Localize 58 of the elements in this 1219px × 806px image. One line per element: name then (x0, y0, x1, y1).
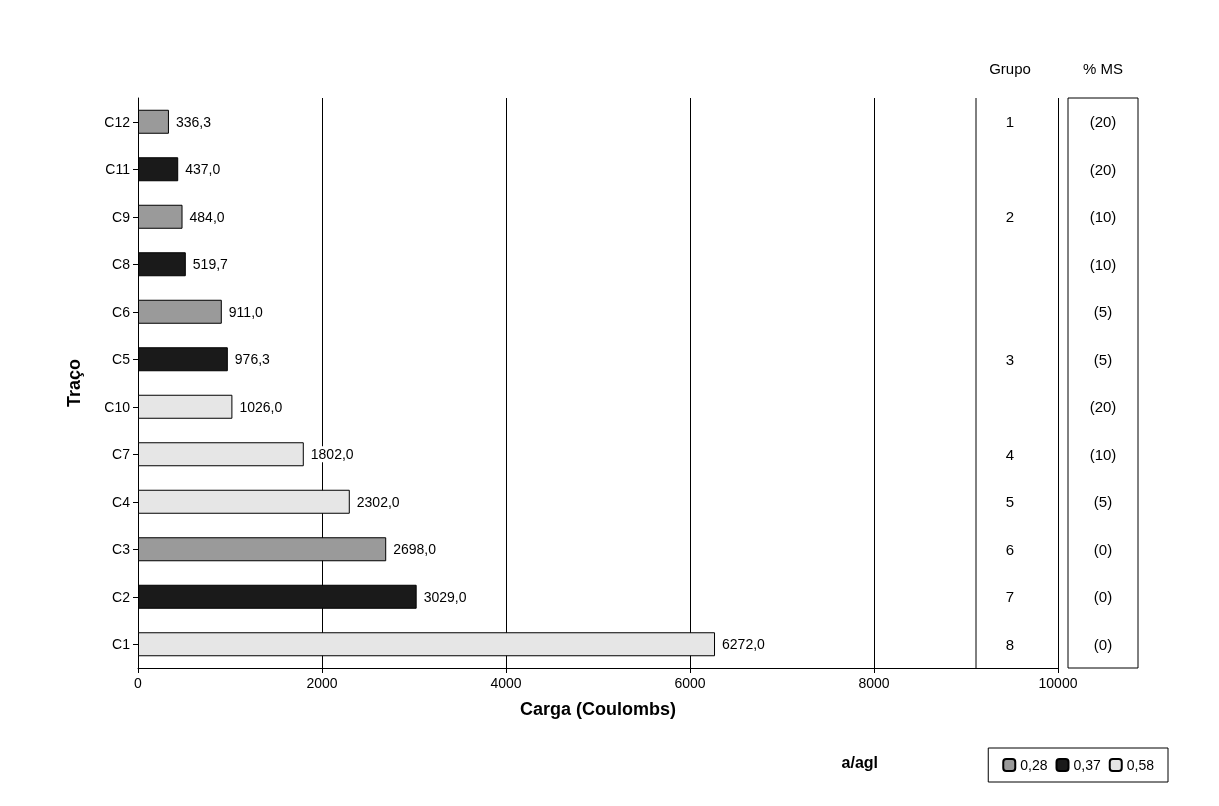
text: (5) (1093, 303, 1113, 321)
annotation: 4 (1005, 445, 1015, 463)
annotation: 3 (1005, 350, 1015, 368)
y-tick-label: C7 (112, 446, 131, 463)
annotation: 6 (1005, 540, 1015, 558)
text: (10) (1089, 255, 1117, 273)
y-tick-label: C2 (112, 588, 131, 605)
data-label: 519,7 (192, 256, 229, 273)
x-tick-label: 6000 (674, 675, 706, 691)
text: Grupo (989, 59, 1031, 77)
y-tick-label: C11 (105, 161, 131, 178)
data-label: 3029,0 (423, 588, 467, 605)
y-tick-label: C1 (112, 636, 131, 653)
x-tick-label: 8000 (858, 675, 890, 691)
annotation: 8 (1005, 635, 1015, 653)
text: (10) (1089, 208, 1117, 226)
annotation: 2 (1005, 208, 1015, 226)
y-axis-title: Traço (64, 358, 84, 408)
annotation: 5 (1005, 493, 1015, 511)
y-tick-label: C3 (112, 541, 131, 558)
legend-label: 0,58 (1126, 757, 1155, 773)
text: (5) (1093, 350, 1113, 368)
text: (20) (1089, 398, 1117, 416)
legend-label: 0,37 (1073, 757, 1101, 773)
data-label: 2698,0 (393, 541, 437, 558)
x-tick-label: 0 (134, 675, 143, 691)
annotation: 1 (1005, 113, 1015, 131)
data-label: 2302,0 (356, 493, 400, 510)
data-label: 484,0 (189, 208, 225, 225)
y-tick-label: C6 (112, 303, 131, 320)
text: (20) (1089, 160, 1117, 178)
legend-label: 0,28 (1020, 757, 1048, 773)
text: (20) (1089, 113, 1117, 131)
data-label: 976,3 (234, 351, 271, 368)
y-tick-label: C5 (112, 351, 131, 368)
data-label: 911,0 (228, 303, 264, 320)
data-label: 437,0 (185, 161, 221, 178)
y-tick-label: C4 (112, 493, 131, 510)
x-tick-label: 10000 (1038, 675, 1078, 691)
y-tick-label: C10 (104, 398, 131, 415)
text: (0) (1093, 588, 1113, 606)
x-tick-label: 2000 (306, 675, 338, 691)
text: % MS (1082, 59, 1124, 77)
x-tick-label: 4000 (490, 675, 522, 691)
text: (5) (1093, 493, 1113, 511)
text: (0) (1093, 540, 1113, 558)
data-label: 6272,0 (722, 636, 766, 653)
data-label: 1026,0 (239, 398, 283, 415)
y-tick-label: C9 (112, 208, 131, 225)
data-label: 336,3 (175, 113, 212, 130)
text: (0) (1093, 635, 1113, 653)
y-tick-label: C8 (112, 256, 131, 273)
data-label: 1802,0 (310, 446, 354, 463)
y-tick-label: C12 (104, 113, 131, 130)
x-axis-title: Carga (Coulombs) (519, 699, 677, 719)
annotation: 7 (1005, 588, 1015, 606)
legend-title: a/agl (841, 753, 879, 771)
text: (10) (1089, 445, 1117, 463)
